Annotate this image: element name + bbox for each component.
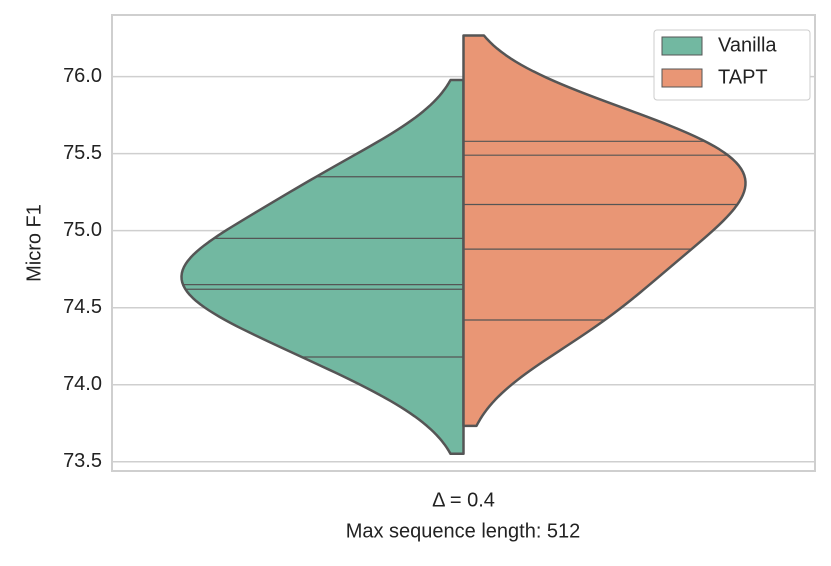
y-tick-label: 74.5 [63, 296, 102, 318]
legend-label: Vanilla [718, 34, 777, 56]
x-tick-label: Δ = 0.4 [432, 489, 495, 511]
legend: Vanilla TAPT [653, 29, 811, 101]
y-tick-label: 76.0 [63, 65, 102, 87]
y-tick-label: 73.5 [63, 450, 102, 472]
y-tick-label: 75.5 [63, 142, 102, 164]
legend-swatch [661, 36, 703, 56]
legend-label: TAPT [718, 66, 768, 88]
x-axis-label: Max sequence length: 512 [346, 520, 581, 542]
y-tick-label: 74.0 [63, 373, 102, 395]
violin-body [180, 78, 465, 456]
legend-swatch [661, 68, 703, 88]
plot-frame [111, 14, 816, 472]
y-axis-label: Micro F1 [23, 204, 45, 282]
y-tick-label: 75.0 [63, 219, 102, 241]
violin-body [462, 34, 747, 428]
